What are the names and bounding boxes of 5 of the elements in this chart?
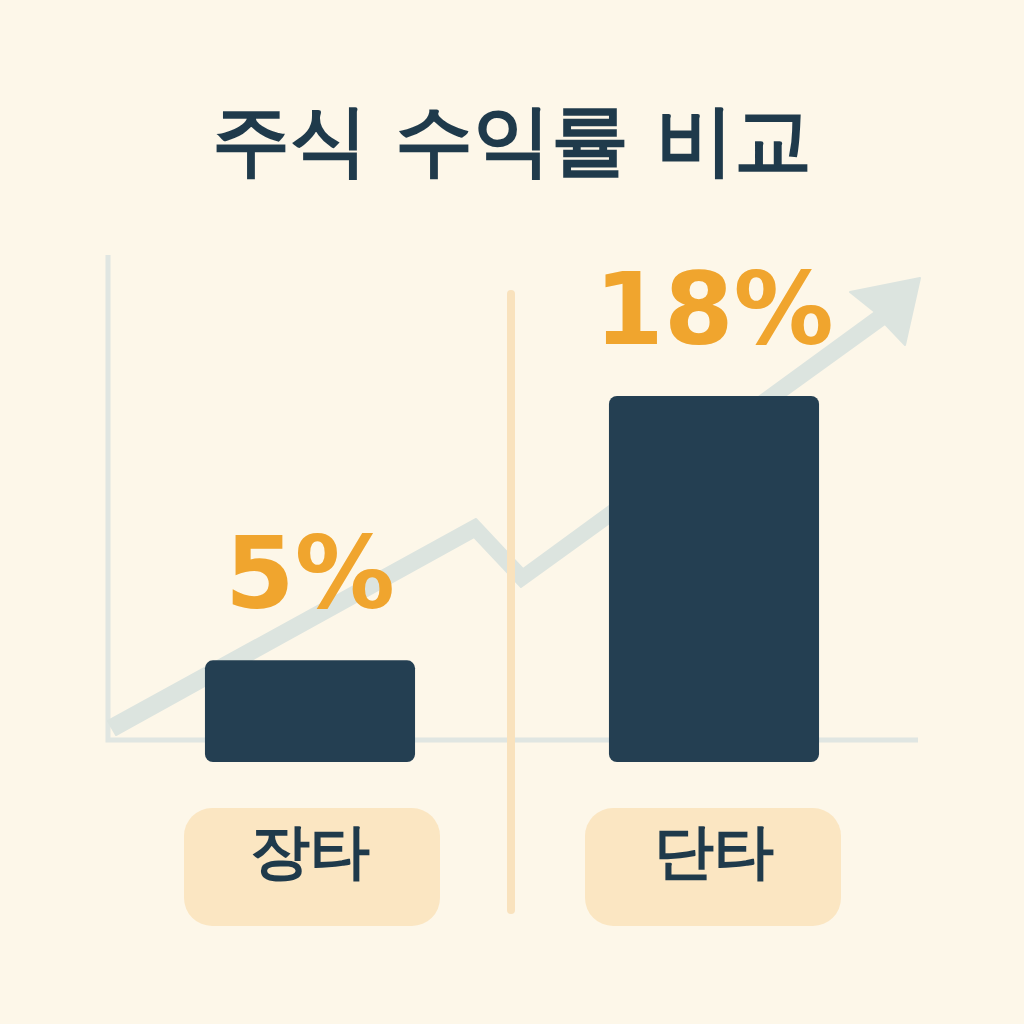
chart-title: 주식 수익률 비교 (211, 95, 813, 186)
x-tick-label: 단타 (654, 815, 774, 886)
x-tick-label: 장타 (250, 815, 370, 886)
data-label: 5% (225, 515, 395, 633)
data-label: 18% (594, 250, 834, 368)
